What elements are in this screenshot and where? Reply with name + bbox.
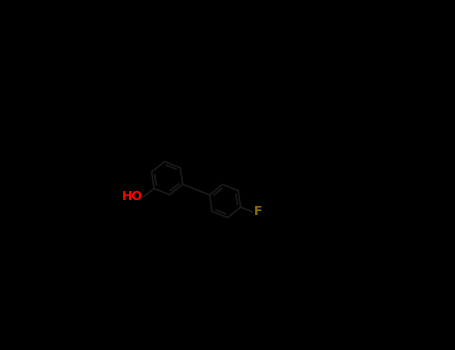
Text: HO: HO <box>122 190 143 203</box>
Text: F: F <box>253 205 262 218</box>
